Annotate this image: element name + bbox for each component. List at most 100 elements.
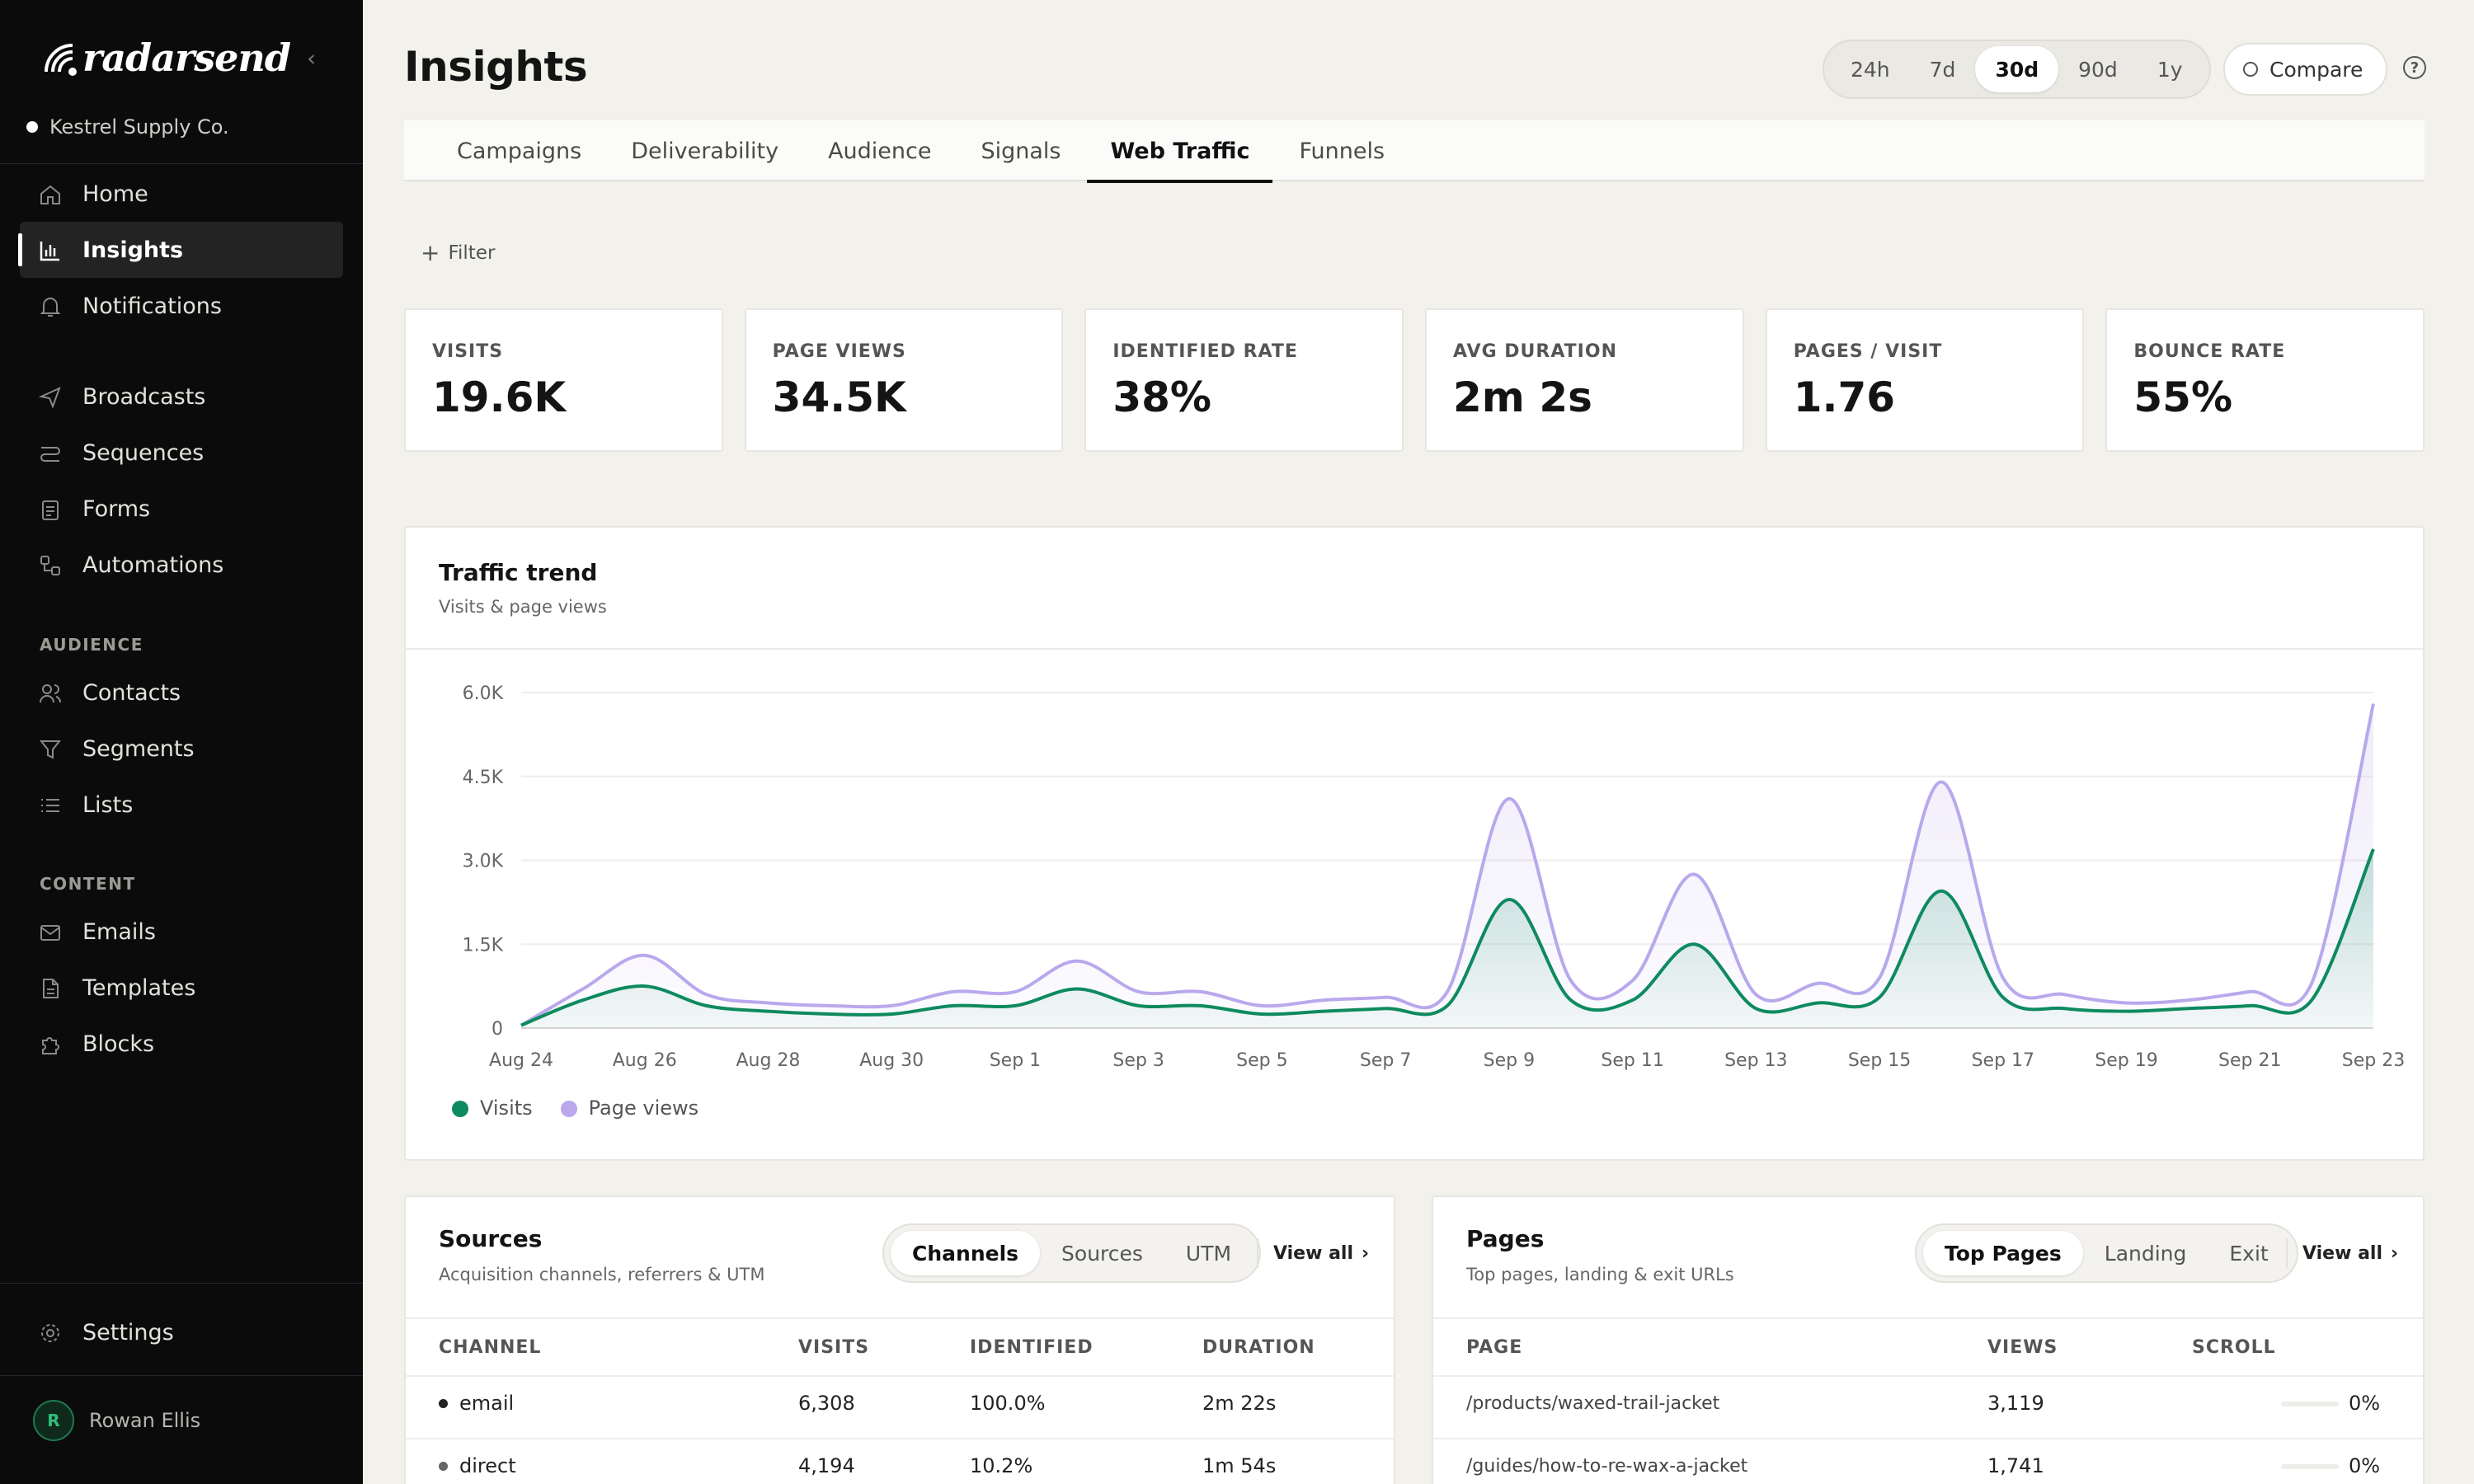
segment-sources[interactable]: Sources (1061, 1241, 1143, 1266)
x-tick-label: Sep 11 (1601, 1050, 1663, 1071)
sidebar-item-notifications[interactable]: Notifications (20, 278, 343, 334)
sidebar-item-settings[interactable]: Settings (20, 1304, 343, 1360)
tab-audience[interactable]: Audience (828, 138, 932, 164)
segment-exit[interactable]: Exit (2229, 1241, 2269, 1266)
column-header-scroll[interactable]: SCROLL (2192, 1337, 2276, 1358)
filter-label: Filter (448, 242, 496, 264)
column-header-channel[interactable]: CHANNEL (439, 1337, 542, 1358)
send-icon (38, 387, 61, 409)
tab-signals[interactable]: Signals (981, 138, 1061, 164)
nav-content: Emails Templates Blocks (20, 904, 343, 1072)
kpi-card-identified-rate: IDENTIFIED RATE 38% (1084, 308, 1404, 452)
x-tick-label: Aug 28 (736, 1050, 800, 1071)
column-header-identified[interactable]: IDENTIFIED (970, 1337, 1094, 1358)
range-7d-button[interactable]: 7d (1929, 57, 1956, 82)
bell-icon (40, 298, 61, 317)
users-icon (40, 684, 61, 703)
column-header-visits[interactable]: VISITS (798, 1337, 870, 1358)
kpi-card-pages-per-visit: PAGES / VISIT 1.76 (1765, 308, 2085, 452)
range-24h-button[interactable]: 24h (1851, 57, 1890, 82)
cell-scroll: 0% (2349, 1392, 2381, 1415)
sidebar-item-forms[interactable]: Forms (20, 481, 343, 537)
user-name: Rowan Ellis (89, 1409, 201, 1432)
column-header-duration[interactable]: DURATION (1202, 1337, 1315, 1358)
sidebar-item-home[interactable]: Home (20, 166, 343, 222)
kpi-card-bounce-rate: BOUNCE RATE 55% (2105, 308, 2425, 452)
y-tick-label: 3.0K (463, 852, 504, 872)
page-title: Insights (404, 43, 588, 91)
gear-icon (41, 1324, 59, 1342)
range-90d-button[interactable]: 90d (2078, 57, 2118, 82)
x-tick-label: Sep 15 (1848, 1050, 1911, 1071)
kpi-value: 19.6K (432, 373, 567, 421)
collapse-sidebar-icon[interactable]: ‹ (307, 45, 317, 72)
user-menu[interactable]: R Rowan Ellis (33, 1400, 200, 1441)
card-subtitle: Acquisition channels, referrers & UTM (439, 1265, 765, 1284)
legend-item-page-views[interactable]: Page views (560, 1097, 699, 1120)
sidebar-item-label: Insights (82, 237, 184, 263)
card-divider (1433, 1317, 2423, 1319)
sidebar-item-lists[interactable]: Lists (20, 777, 343, 833)
legend-item-visits[interactable]: Visits (452, 1097, 533, 1120)
main-content: Insights 24h 7d 30d 90d 1y Compare ? Cam… (404, 0, 2426, 1484)
sidebar: radarsend ‹ Kestrel Supply Co. Home Insi… (0, 0, 363, 1484)
x-tick-label: Sep 19 (2095, 1050, 2157, 1071)
help-icon[interactable]: ? (2403, 56, 2426, 79)
tab-funnels[interactable]: Funnels (1299, 138, 1385, 164)
cell-visits: 6,308 (798, 1392, 855, 1415)
channel-name: email (459, 1392, 515, 1415)
brand-logo[interactable]: radarsend (40, 31, 291, 84)
channel-name: direct (459, 1454, 516, 1477)
traffic-trend-chart[interactable]: 0 1.5K 3.0K 4.5K 6.0K Aug 24 Aug 26 Aug 28 Aug 3… (406, 651, 2423, 1080)
segment-landing[interactable]: Landing (2104, 1241, 2187, 1266)
sidebar-item-label: Notifications (82, 293, 222, 319)
sidebar-item-templates[interactable]: Templates (20, 960, 343, 1016)
tab-web-traffic[interactable]: Web Traffic (1085, 120, 1274, 183)
sidebar-item-contacts[interactable]: Contacts (20, 665, 343, 721)
sidebar-item-insights[interactable]: Insights (18, 222, 343, 278)
compare-toggle[interactable]: Compare (2223, 43, 2388, 96)
segment-channels[interactable]: Channels (891, 1231, 1041, 1275)
sidebar-item-sequences[interactable]: Sequences (20, 425, 343, 481)
sources-view-all-link[interactable]: View all › (1257, 1238, 1369, 1268)
tab-campaigns[interactable]: Campaigns (457, 138, 582, 164)
sidebar-divider (0, 163, 363, 164)
kpi-label: IDENTIFIED RATE (1112, 341, 1298, 362)
x-tick-label: Sep 9 (1484, 1050, 1535, 1071)
home-icon (40, 185, 60, 204)
list-icon (41, 799, 59, 812)
tab-deliverability[interactable]: Deliverability (631, 138, 779, 164)
brand-name: radarsend (82, 35, 291, 80)
series-line-page-views[interactable] (520, 703, 2375, 1027)
sidebar-item-segments[interactable]: Segments (20, 721, 343, 777)
range-30d-button[interactable]: 30d (1975, 46, 2059, 92)
legend-label: Page views (588, 1097, 699, 1120)
cell-views: 3,119 (1987, 1392, 2044, 1415)
pages-segmented-control: Top Pages Landing Exit (1915, 1223, 2298, 1283)
range-1y-button[interactable]: 1y (2157, 57, 2183, 82)
sidebar-item-emails[interactable]: Emails (20, 904, 343, 960)
x-tick-label: Aug 30 (859, 1050, 924, 1071)
add-filter-button[interactable]: + Filter (421, 239, 495, 266)
cell-views: 1,741 (1987, 1454, 2044, 1477)
sidebar-item-automations[interactable]: Automations (20, 537, 343, 593)
x-tick-label: Sep 13 (1724, 1050, 1787, 1071)
sidebar-item-blocks[interactable]: Blocks (20, 1016, 343, 1072)
cell-duration: 1m 54s (1202, 1454, 1277, 1477)
org-switcher[interactable]: Kestrel Supply Co. (26, 115, 229, 139)
kpi-value: 38% (1112, 373, 1212, 421)
column-header-page[interactable]: PAGE (1466, 1337, 1523, 1358)
x-tick-label: Sep 7 (1360, 1050, 1411, 1071)
segment-utm[interactable]: UTM (1185, 1241, 1232, 1266)
y-tick-label: 1.5K (463, 935, 504, 956)
series-line-visits[interactable] (520, 848, 2375, 1027)
y-tick-label: 4.5K (463, 768, 504, 788)
radar-logo-icon (45, 44, 77, 76)
segment-top-pages[interactable]: Top Pages (1923, 1231, 2083, 1275)
column-header-views[interactable]: VIEWS (1987, 1337, 2058, 1358)
card-title: Traffic trend (439, 559, 598, 586)
pages-view-all-link[interactable]: View all › (2286, 1238, 2398, 1268)
sidebar-item-broadcasts[interactable]: Broadcasts (20, 369, 343, 425)
kpi-label: VISITS (432, 341, 504, 362)
card-divider (406, 1317, 1394, 1319)
